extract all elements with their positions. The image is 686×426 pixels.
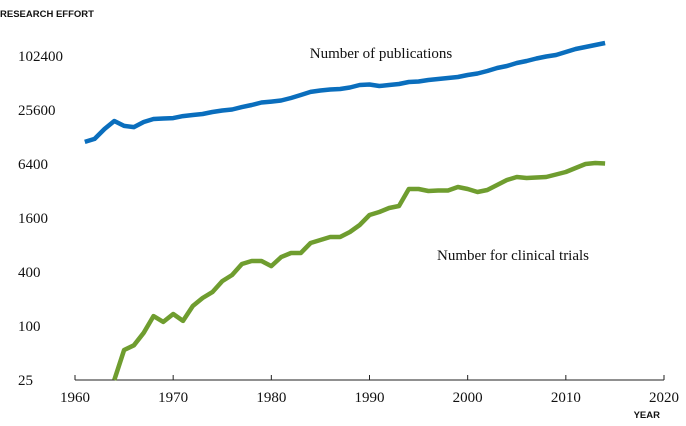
series-label: Number for clinical trials [437, 248, 589, 264]
y-tick-label: 1600 [18, 211, 48, 227]
series-line [112, 160, 606, 381]
x-axis-title: YEAR [634, 410, 661, 421]
series-line [84, 40, 606, 145]
x-tick-label: 1970 [158, 390, 188, 406]
y-axis-title: RESEARCH EFFORT [0, 9, 94, 20]
series-label: Number of publications [310, 46, 453, 62]
x-tick-label: 2000 [453, 390, 483, 406]
y-tick-label: 100 [18, 319, 41, 335]
x-tick-label: 2010 [551, 390, 581, 406]
x-tick-label: 2020 [649, 390, 679, 406]
x-tick-label: 1990 [355, 390, 385, 406]
y-tick-label: 400 [18, 265, 41, 281]
y-tick-label: 25 [18, 373, 33, 389]
y-tick-label: 6400 [18, 157, 48, 173]
x-tick-label: 1980 [256, 390, 286, 406]
x-tick-label: 1960 [60, 390, 90, 406]
y-tick-label: 102400 [18, 49, 63, 65]
y-tick-label: 25600 [18, 103, 56, 119]
